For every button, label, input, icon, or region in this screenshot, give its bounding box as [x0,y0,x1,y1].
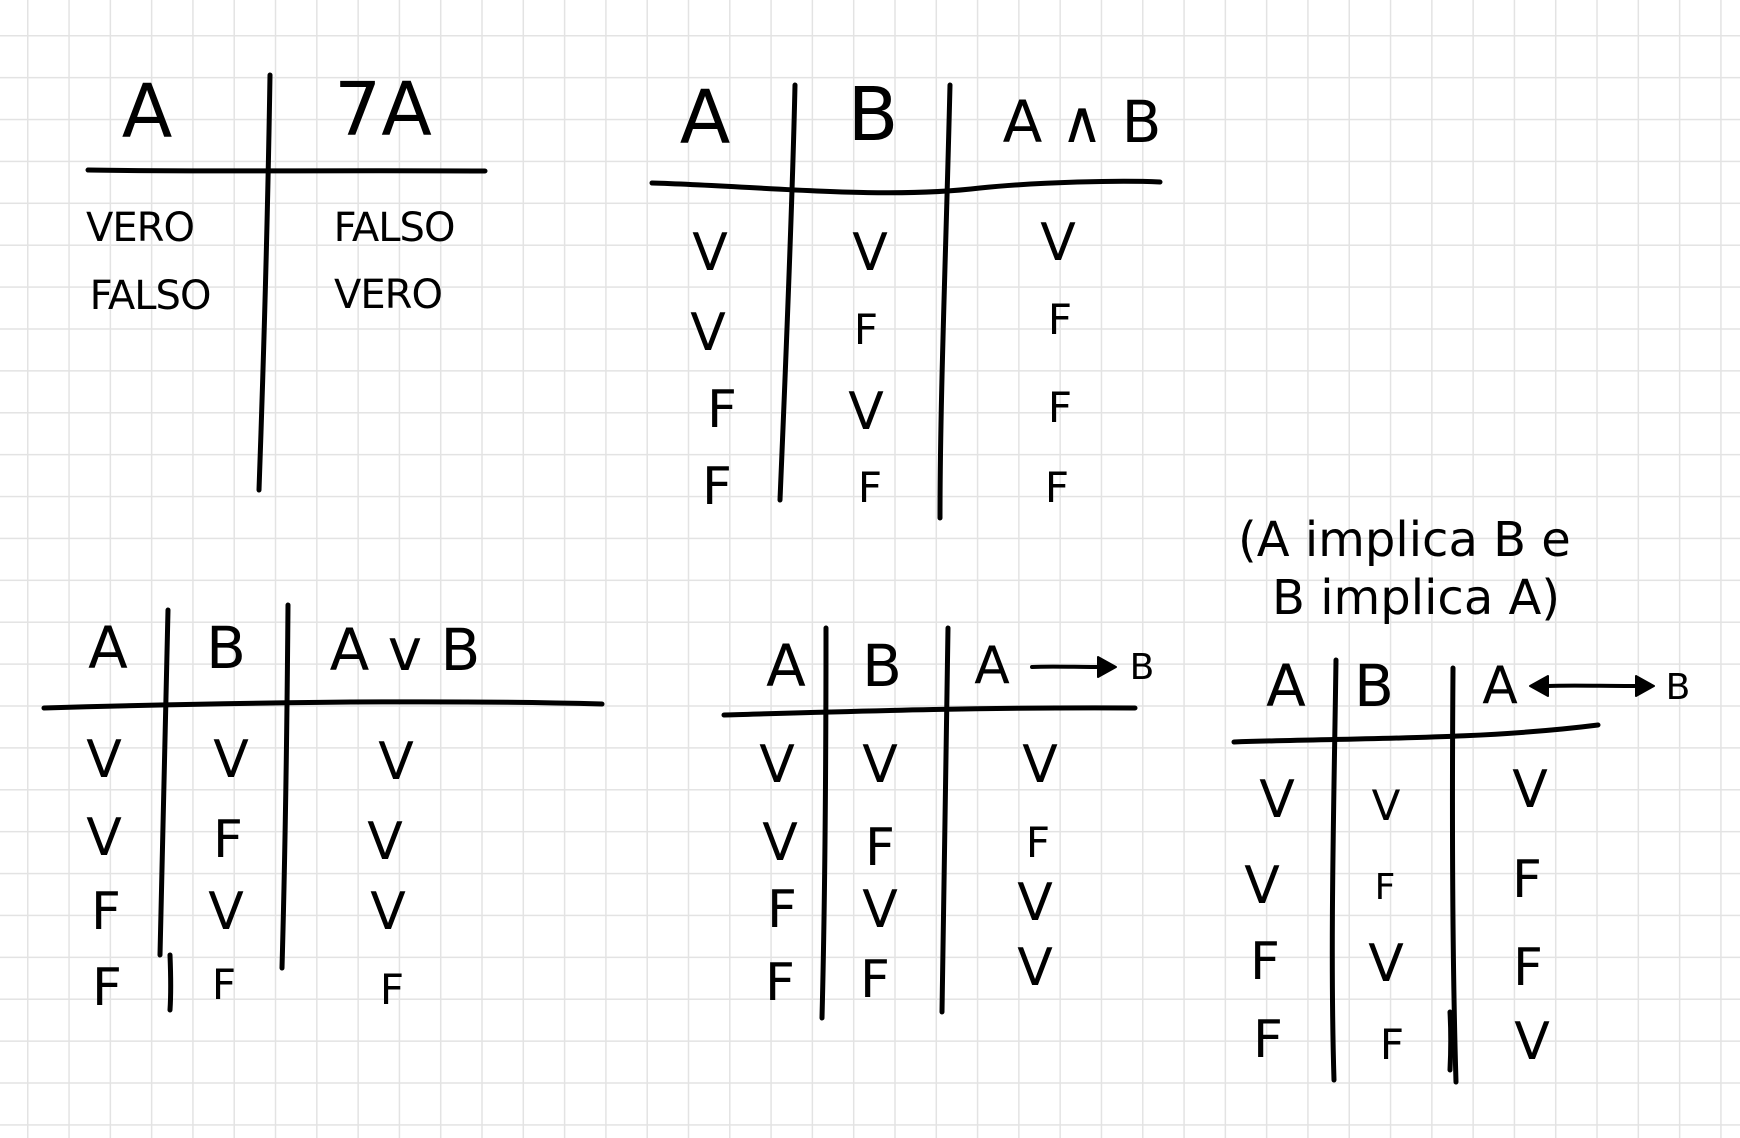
implication-header-b: B [862,632,902,700]
conjunction-cell: F [853,305,879,354]
conjunction-cell: V [692,223,728,283]
biconditional-cell: F [1513,938,1543,998]
disjunction-cell: V [367,812,403,872]
disjunction-cell: V [86,808,122,868]
biconditional-cell: F [1253,1010,1283,1070]
negation-header-not-a: 7A [334,67,432,153]
biconditional-cell: V [1259,770,1295,830]
conjunction-cell: F [707,380,737,440]
conjunction-cell: F [702,457,732,517]
conjunction-header-b: B [847,72,899,158]
conjunction-cell: F [1047,383,1073,432]
disjunction-cell: V [208,882,244,942]
conjunction-cell: V [690,303,726,363]
disjunction-cell: F [91,882,121,942]
conjunction-cell: F [857,463,883,512]
implication-cell: V [1017,938,1053,998]
disjunction-cell: F [213,810,243,870]
biconditional-cell: V [1244,856,1280,916]
implication-cell: V [862,735,898,795]
implication-cell: V [1022,735,1058,795]
biconditional-header-a: A [1266,652,1306,720]
conjunction-cell: V [848,382,884,442]
negation-cell: VERO [86,205,195,251]
disjunction-cell: V [370,882,406,942]
biconditional-cell: V [1371,781,1401,830]
disjunction-table-lines [41,602,605,1013]
disjunction-cell: F [211,960,237,1009]
biconditional-cell: F [1250,932,1280,992]
disjunction-cell: V [86,730,122,790]
implication-cell: F [767,880,797,940]
implication-cell: V [1017,873,1053,933]
biconditional-cell: V [1512,760,1548,820]
conjunction-header-a: A [679,75,731,161]
disjunction-header-b: B [206,614,246,682]
disjunction-cell: V [378,732,414,792]
biconditional-note-line-1: (A implica B e [1238,512,1571,568]
biconditional-cell: F [1512,850,1542,910]
conjunction-cell: F [1047,295,1073,344]
negation-cell: FALSO [333,205,456,251]
biconditional-cell: V [1514,1012,1550,1072]
conjunction-table-lines [649,82,1163,521]
biconditional-header-right: B [1665,667,1691,708]
biconditional-cell: V [1368,934,1404,994]
implication-cell: F [765,953,795,1013]
implication-cell: V [759,735,795,795]
disjunction-cell: V [213,730,249,790]
disjunction-cell: F [379,965,405,1014]
implication-cell: V [762,813,798,873]
biconditional-note: (A implica B e B implica A) [1238,512,1571,627]
conjunction-header-a-and-b: A ∧ B [1002,88,1162,156]
conjunction-cell: F [1044,463,1070,512]
disjunction-cell: F [92,958,122,1018]
disjunction-header-a-or-b: A v B [329,616,481,684]
disjunction-header-a: A [88,614,128,682]
biconditional-table-lines [1231,657,1655,1085]
implication-cell: F [860,950,890,1010]
negation-cell: FALSO [89,273,212,319]
biconditional-note-line-2: B implica A) [1272,569,1561,626]
biconditional-cell: F [1374,867,1396,908]
implication-cell: F [1025,818,1051,867]
implication-cell: F [865,818,895,878]
implication-table-lines [721,625,1138,1021]
conjunction-cell: V [1040,213,1076,273]
implication-header-premise: A [974,636,1010,696]
negation-table-lines [85,72,488,493]
conjunction-cell: V [852,223,888,283]
implication-cell: V [862,880,898,940]
implication-header-conclusion: B [1129,647,1155,688]
biconditional-cell: F [1379,1020,1405,1069]
biconditional-header-b: B [1354,652,1394,720]
negation-cell: VERO [334,272,443,318]
implication-header-a: A [766,632,806,700]
negation-header-a: A [121,69,173,155]
biconditional-header-left: A [1482,656,1518,716]
